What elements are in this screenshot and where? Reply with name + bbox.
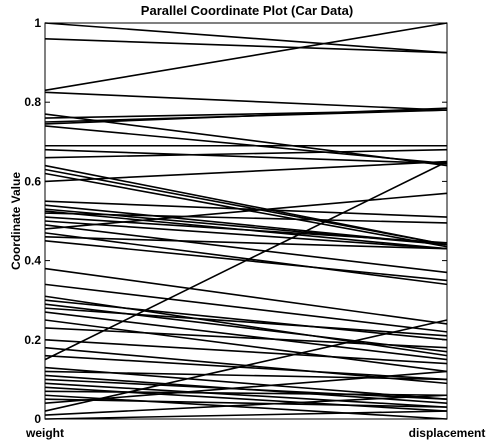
- y-axis-label: Coordinate Value: [9, 172, 23, 270]
- series-line-37: [44, 327, 448, 349]
- series-line-32: [44, 299, 448, 341]
- series-lines: [44, 22, 448, 420]
- series-line-48: [44, 390, 448, 397]
- series-line-26: [44, 232, 448, 286]
- y-tick-label: 0: [34, 412, 41, 426]
- series-line-21: [44, 212, 448, 224]
- chart-title: Parallel Coordinate Plot (Car Data): [141, 3, 353, 18]
- series-line-27: [44, 236, 448, 250]
- series-line-22: [44, 216, 448, 244]
- x-category-label-displacement: displacement: [409, 426, 486, 440]
- series-line-3: [44, 22, 448, 92]
- series-line-45: [44, 378, 448, 400]
- series-line-12: [44, 148, 448, 159]
- series-line-31: [44, 295, 448, 357]
- x-axis-categories: weight displacement: [25, 426, 485, 440]
- series-line-24: [44, 224, 448, 274]
- series-line-16: [44, 160, 448, 183]
- series-line-52: [44, 319, 448, 412]
- series-line-9: [44, 125, 448, 165]
- series-line-8: [44, 107, 448, 125]
- series-line-15: [44, 172, 448, 248]
- series-line-41: [44, 160, 448, 361]
- series-line-11: [44, 148, 448, 165]
- y-tick-label: 1: [34, 16, 41, 30]
- series-line-17: [44, 200, 448, 218]
- series-line-50: [44, 398, 448, 408]
- x-category-label-weight: weight: [25, 426, 64, 440]
- series-line-34: [44, 307, 448, 337]
- series-line-1: [44, 22, 448, 54]
- series-line-40: [44, 354, 448, 381]
- y-tick-label: 0.4: [24, 254, 41, 268]
- series-line-23: [44, 220, 448, 250]
- series-line-14: [44, 168, 448, 246]
- series-line-35: [44, 311, 448, 361]
- y-tick-label: 0.2: [24, 333, 41, 347]
- y-tick-label: 0.8: [24, 95, 41, 109]
- series-line-38: [44, 339, 448, 365]
- series-line-51: [44, 370, 448, 404]
- series-line-25: [44, 192, 448, 230]
- series-line-54: [44, 394, 448, 416]
- series-line-4: [44, 91, 448, 111]
- series-line-30: [44, 283, 448, 333]
- series-line-43: [44, 370, 448, 381]
- series-line-53: [44, 410, 448, 420]
- plot-frame: [44, 22, 448, 420]
- series-line-2: [44, 38, 448, 54]
- series-line-36: [44, 319, 448, 373]
- series-line-49: [44, 394, 448, 420]
- y-tick-label: 0.6: [24, 174, 41, 188]
- series-line-46: [44, 382, 448, 408]
- series-line-29: [44, 267, 448, 325]
